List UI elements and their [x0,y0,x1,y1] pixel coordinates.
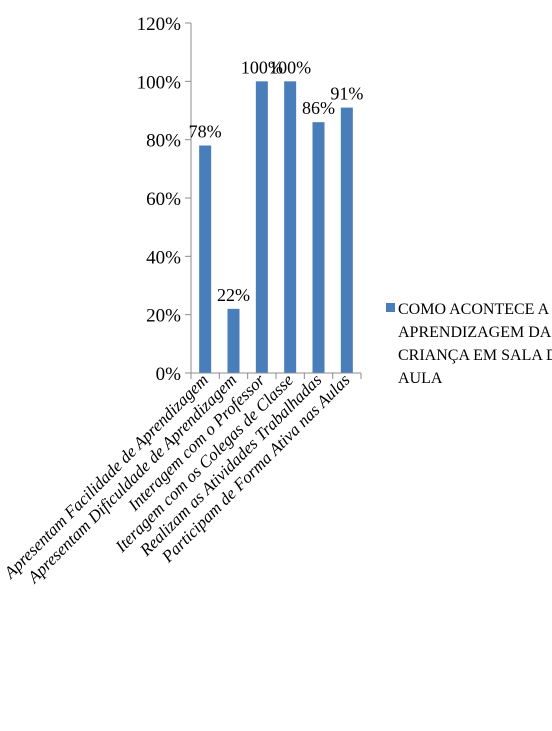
bars: 78% 22% 100%100% 86%91% [189,57,363,374]
data-label: 100% [241,57,283,77]
y-tick-label: 40% [146,247,181,268]
x-axis: Apresentam Facilidade de AprendizagemApr… [0,370,362,587]
legend-label-line: APRENDIZAGEM DA [398,324,552,341]
y-tick-label: 80% [146,131,181,152]
bar [312,122,325,374]
legend-swatch [386,303,395,312]
data-label: 91% [330,84,363,104]
y-tick-label: 0% [156,364,182,385]
bar [284,81,297,373]
bar [199,145,212,373]
data-label: 78% [189,122,222,142]
bar [255,81,268,373]
y-axis: 0% 20% 40% 60% 80% 100% 120% [137,14,192,385]
bar [340,107,353,373]
bar [227,308,240,373]
y-tick-label: 20% [146,306,181,327]
y-tick-label: 60% [146,189,181,210]
legend-label-line: AULA [398,370,443,387]
legend-label-line: COMO ACONTECE A [398,301,550,318]
y-tick-label: 120% [137,14,182,35]
legend: COMO ACONTECE A APRENDIZAGEM DA CRIANÇA EM… [386,301,552,387]
data-label: 22% [217,285,250,305]
y-tick-label: 100% [137,72,182,93]
legend-label-line: CRIANÇA EM SALA DE [398,347,552,364]
data-label: 86% [302,98,335,118]
data-label: 100% [269,57,311,77]
